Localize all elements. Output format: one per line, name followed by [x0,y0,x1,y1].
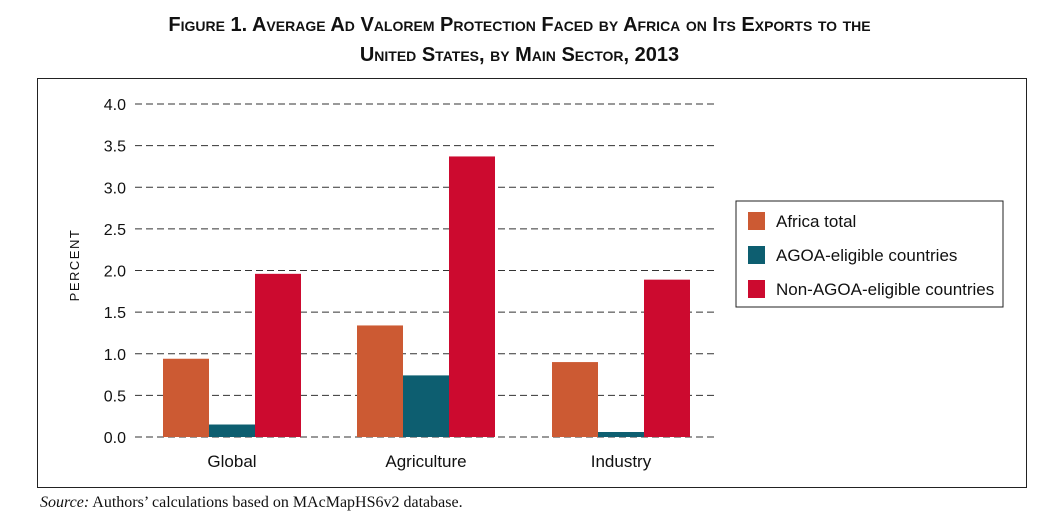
legend-label: Non-AGOA-eligible countries [776,280,994,299]
bar [209,424,255,437]
bar [598,432,644,437]
legend-box [735,200,1004,308]
source-note: Source: Authors’ calculations based on M… [40,494,463,512]
legend-swatch [748,246,765,264]
bar [403,375,449,437]
source-label: Source: [40,494,90,511]
legend-swatch [748,212,765,230]
y-tick-label: 3.0 [104,180,126,197]
bar [357,325,403,437]
x-tick-label: Agriculture [385,452,466,471]
bar [163,358,209,437]
y-tick-label: 4.0 [104,97,126,114]
chart-frame [37,78,1027,488]
bar [255,273,301,437]
y-tick-label: 2.5 [104,222,126,239]
y-axis-label: PERCENT [67,229,82,302]
x-tick-label: Global [207,452,256,471]
chart-title-line-2: United States, by Main Sector, 2013 [359,44,680,66]
legend-label: AGOA-eligible countries [776,246,957,265]
y-tick-label: 0.5 [104,388,126,405]
y-tick-label: 3.5 [104,139,126,156]
bar [449,156,495,437]
chart-title-line-1: Figure 1. Average Ad Valorem Protection … [168,14,871,36]
y-tick-label: 1.5 [104,305,126,322]
chart-title: Figure 1. Average Ad Valorem Protection … [0,10,1039,70]
bar [644,279,690,437]
legend-label: Africa total [776,212,856,231]
bar [552,362,598,437]
x-tick-label: Industry [591,452,652,471]
source-text: Authors’ calculations based on MAcMapHS6… [89,494,463,511]
y-tick-label: 0.0 [104,430,126,447]
y-tick-label: 1.0 [104,347,126,364]
y-tick-label: 2.0 [104,264,126,281]
legend-swatch [748,280,765,298]
